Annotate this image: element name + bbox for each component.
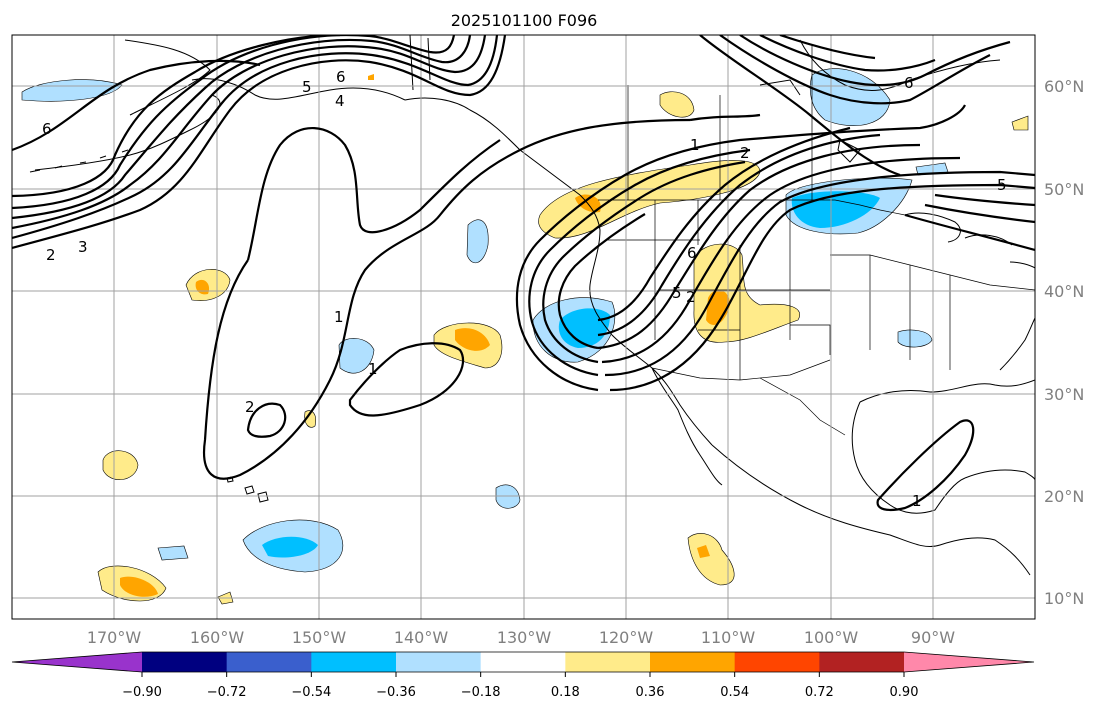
- contour-lines: [12, 35, 1035, 511]
- colorbar-extension-low: [12, 652, 142, 672]
- longitude-label: 130°W: [497, 628, 552, 647]
- colorbar-tick-label: 0.90: [890, 685, 919, 700]
- latitude-axis: 60°N 50°N 40°N 30°N 20°N 10°N: [1044, 77, 1084, 608]
- map-layers: 6 3 2 6 4 5 1 1 2 1 2 6 5 6 5 2 1: [12, 35, 1035, 619]
- latitude-label: 30°N: [1044, 385, 1084, 404]
- contour-label: 3: [78, 238, 88, 256]
- longitude-label: 160°W: [190, 628, 245, 647]
- colorbar-tick-label: −0.72: [207, 685, 247, 700]
- longitude-label: 100°W: [804, 628, 859, 647]
- contour-label: 1: [368, 360, 378, 378]
- contour-label: 4: [335, 92, 345, 110]
- latitude-label: 10°N: [1044, 589, 1084, 608]
- contour-label: 2: [46, 246, 56, 264]
- latitude-label: 40°N: [1044, 282, 1084, 301]
- contour-label: 5: [302, 78, 312, 96]
- longitude-label: 110°W: [701, 628, 756, 647]
- colorbar-segment: [142, 652, 228, 672]
- colorbar-tick-label: −0.54: [291, 685, 331, 700]
- map-title: 2025101100 F096: [451, 11, 598, 30]
- colorbar-tick-label: −0.90: [122, 685, 162, 700]
- contour-label: 6: [904, 74, 914, 92]
- colorbar: [11, 651, 1035, 673]
- colorbar-segment: [819, 652, 905, 672]
- longitude-label: 170°W: [87, 628, 142, 647]
- coastlines: [29, 35, 1035, 576]
- longitude-label: 150°W: [292, 628, 347, 647]
- contour-label: 1: [334, 308, 344, 326]
- contour-label: 2: [245, 398, 255, 416]
- longitude-label: 90°W: [911, 628, 955, 647]
- colorbar-segment: [226, 652, 312, 672]
- contour-label: 6: [42, 120, 52, 138]
- colorbar-tick-label: 0.72: [805, 685, 834, 700]
- contour-label: 1: [912, 492, 922, 510]
- longitude-axis: 170°W 160°W 150°W 140°W 130°W 120°W 110°…: [87, 628, 955, 647]
- contour-label: 2: [686, 288, 696, 306]
- contour-label-layer: 6 3 2 6 4 5 1 1 2 1 2 6 5 6 5 2 1: [42, 68, 1007, 510]
- contour-label: 2: [740, 144, 750, 162]
- graticule: [12, 35, 1035, 619]
- longitude-label: 140°W: [394, 628, 449, 647]
- contour-label: 1: [690, 136, 700, 154]
- colorbar-tick-label: 0.36: [636, 685, 665, 700]
- colorbar-segment: [480, 652, 566, 672]
- longitude-label: 120°W: [599, 628, 654, 647]
- colorbar-segment: [396, 652, 482, 672]
- colorbar-extension-high: [904, 652, 1034, 672]
- colorbar-segment: [734, 652, 820, 672]
- contour-label: 5: [672, 284, 682, 302]
- colorbar-segment: [311, 652, 397, 672]
- latitude-label: 20°N: [1044, 487, 1084, 506]
- map-frame: [11, 34, 1036, 620]
- colorbar-segment: [565, 652, 651, 672]
- latitude-label: 50°N: [1044, 180, 1084, 199]
- contour-label: 6: [336, 68, 346, 86]
- latitude-label: 60°N: [1044, 77, 1084, 96]
- colorbar-segment: [650, 652, 736, 672]
- colorbar-tick-label: 0.18: [551, 685, 580, 700]
- contour-label: 6: [687, 244, 697, 262]
- colorbar-tick-label: −0.36: [376, 685, 416, 700]
- contour-label: 5: [997, 176, 1007, 194]
- colorbar-tick-labels: −0.90 −0.72 −0.54 −0.36 −0.18 0.18 0.36 0.54 0.7…: [122, 672, 918, 700]
- colorbar-tick-label: −0.18: [461, 685, 501, 700]
- colorbar-tick-label: 0.54: [720, 685, 749, 700]
